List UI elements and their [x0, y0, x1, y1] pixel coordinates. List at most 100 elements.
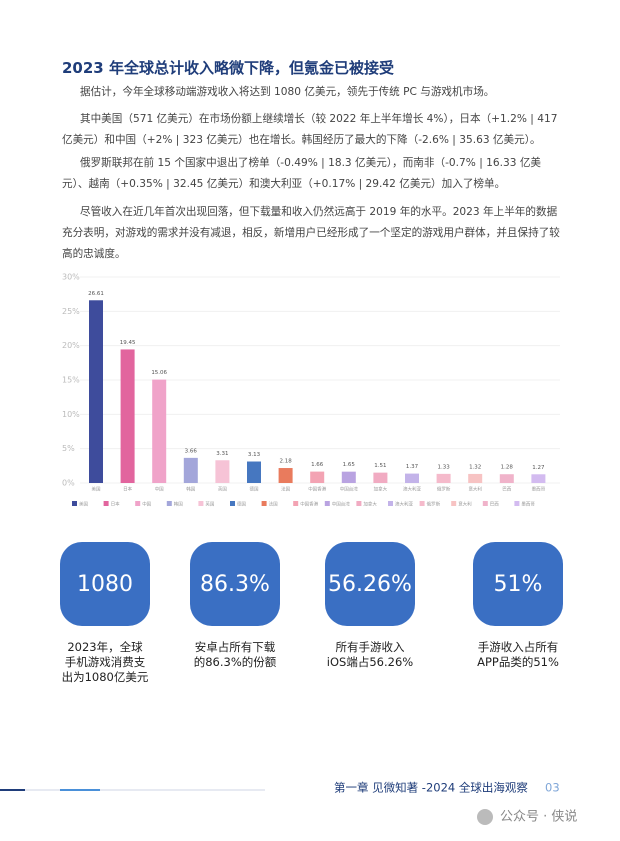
legend-label: 中国台湾 [332, 501, 350, 508]
legend-label: 韩国 [174, 501, 183, 508]
watermark-icon [477, 809, 493, 825]
y-tick-label: 30% [62, 273, 80, 282]
bar [531, 474, 546, 483]
x-tick-label: 美国 [92, 486, 101, 493]
caption-line: 2023年，全球 [67, 640, 143, 654]
legend-label: 法国 [269, 501, 278, 508]
value-label: 1.28 [501, 465, 514, 471]
bar [215, 460, 230, 483]
y-tick-label: 25% [62, 307, 80, 316]
legend-swatch [135, 501, 141, 506]
value-label: 1.51 [374, 463, 386, 469]
value-label: 15.06 [151, 370, 167, 376]
legend-label: 日本 [111, 501, 120, 508]
caption-line: iOS端占56.26% [326, 655, 414, 669]
value-label: 1.27 [532, 465, 545, 471]
legend-swatch [261, 501, 267, 506]
bar [310, 471, 325, 483]
value-label: 2.18 [279, 459, 292, 465]
legend-label: 俄罗斯 [427, 501, 441, 508]
legend-swatch [198, 501, 204, 506]
bar [247, 461, 261, 483]
legend-label: 意大利 [458, 501, 472, 508]
legend-swatch [72, 501, 77, 506]
footer: 第一章 见微知著 -2024 全球出海观察 03 公众号 · 侠说 [0, 781, 577, 825]
stat-card: 51% [473, 542, 563, 626]
x-tick-label: 英国 [218, 486, 227, 493]
legend-swatch [293, 501, 299, 506]
paragraph: 据估计，今年全球移动端游戏收入将达到 1080 亿美元，领先于传统 PC 与游戏… [80, 86, 495, 98]
caption-line: APP品类的51% [477, 655, 559, 669]
value-label: 3.31 [216, 451, 228, 457]
caption-line: 的86.3%的份额 [193, 655, 277, 669]
value-label: 3.13 [248, 452, 261, 458]
paragraph: 俄罗斯联邦在前 15 个国家中退出了榜单（-0.49% | 18.3 亿美元），… [62, 157, 542, 190]
x-tick-label: 巴西 [502, 487, 511, 493]
legend-swatch [356, 501, 362, 506]
bar [183, 457, 198, 483]
bar [436, 473, 451, 483]
value-label: 1.37 [406, 464, 419, 470]
stat-caption: 所有手游收入 iOS端占56.26% [300, 640, 440, 670]
stat-caption: 手游收入占所有 APP品类的51% [448, 640, 588, 670]
legend-swatch [514, 501, 520, 506]
stat-card: 1080 [60, 542, 150, 626]
value-label: 3.66 [185, 448, 198, 454]
y-tick-label: 10% [62, 410, 80, 419]
caption-line: 出为1080亿美元 [61, 670, 149, 684]
legend-label: 德国 [237, 501, 246, 508]
legend-label: 墨西哥 [521, 502, 535, 508]
legend-label: 中国香港 [300, 501, 318, 508]
legend-swatch [482, 501, 488, 506]
legend-label: 加拿大 [363, 501, 377, 508]
caption-line: 安卓占所有下载 [194, 640, 276, 654]
x-tick-label: 澳大利亚 [403, 486, 421, 493]
x-tick-label: 中国台湾 [340, 486, 358, 493]
bar [405, 473, 419, 483]
value-label: 26.61 [88, 291, 104, 297]
x-tick-label: 加拿大 [374, 486, 388, 493]
legend-swatch [324, 501, 330, 506]
value-label: 1.32 [469, 464, 481, 470]
stat-caption: 2023年，全球 手机游戏消费支 出为1080亿美元 [35, 640, 175, 685]
x-tick-label: 中国 [155, 486, 164, 493]
x-tick-label: 德国 [250, 486, 259, 493]
x-tick-label: 法国 [281, 486, 290, 493]
bar [373, 472, 388, 483]
x-tick-label: 墨西哥 [532, 487, 546, 493]
bar [468, 473, 483, 483]
legend-swatch [388, 501, 393, 506]
stat-caption: 安卓占所有下载 的86.3%的份额 [165, 640, 305, 670]
legend-label: 美国 [79, 501, 88, 508]
value-label: 1.65 [343, 462, 356, 468]
bar [89, 300, 103, 483]
bar [152, 379, 167, 483]
title: 2023 年全球总计收入略微下降，但氪金已被接受 [62, 59, 394, 77]
chapter: 第一章 见微知著 -2024 全球出海观察 [334, 781, 528, 795]
paragraph: 尽管收入在近几年首次出现回落，但下载量和收入仍然远高于 2019 年的水平。20… [62, 206, 560, 260]
y-tick-label: 5% [62, 444, 75, 453]
value-label: 19.45 [120, 340, 136, 346]
bar [120, 349, 135, 483]
bar [499, 474, 514, 483]
value-label: 1.33 [437, 464, 450, 470]
x-tick-label: 意大利 [468, 486, 482, 493]
bar [278, 468, 293, 483]
y-tick-label: 20% [62, 341, 80, 350]
legend-swatch [419, 501, 425, 506]
x-tick-label: 俄罗斯 [437, 486, 451, 493]
caption-line: 手游收入占所有 [477, 640, 559, 654]
value-label: 1.66 [311, 462, 324, 468]
legend-label: 英国 [205, 501, 214, 508]
legend-label: 澳大利亚 [395, 501, 413, 508]
x-tick-label: 中国香港 [308, 486, 326, 493]
page-number: 03 [545, 781, 560, 795]
stat-card: 56.26% [325, 542, 415, 626]
bar [341, 471, 356, 483]
caption-line: 所有手游收入 [335, 640, 405, 654]
y-tick-label: 15% [62, 376, 80, 385]
y-tick-label: 0% [62, 479, 75, 488]
x-tick-label: 日本 [123, 486, 132, 493]
legend-swatch [103, 501, 109, 506]
